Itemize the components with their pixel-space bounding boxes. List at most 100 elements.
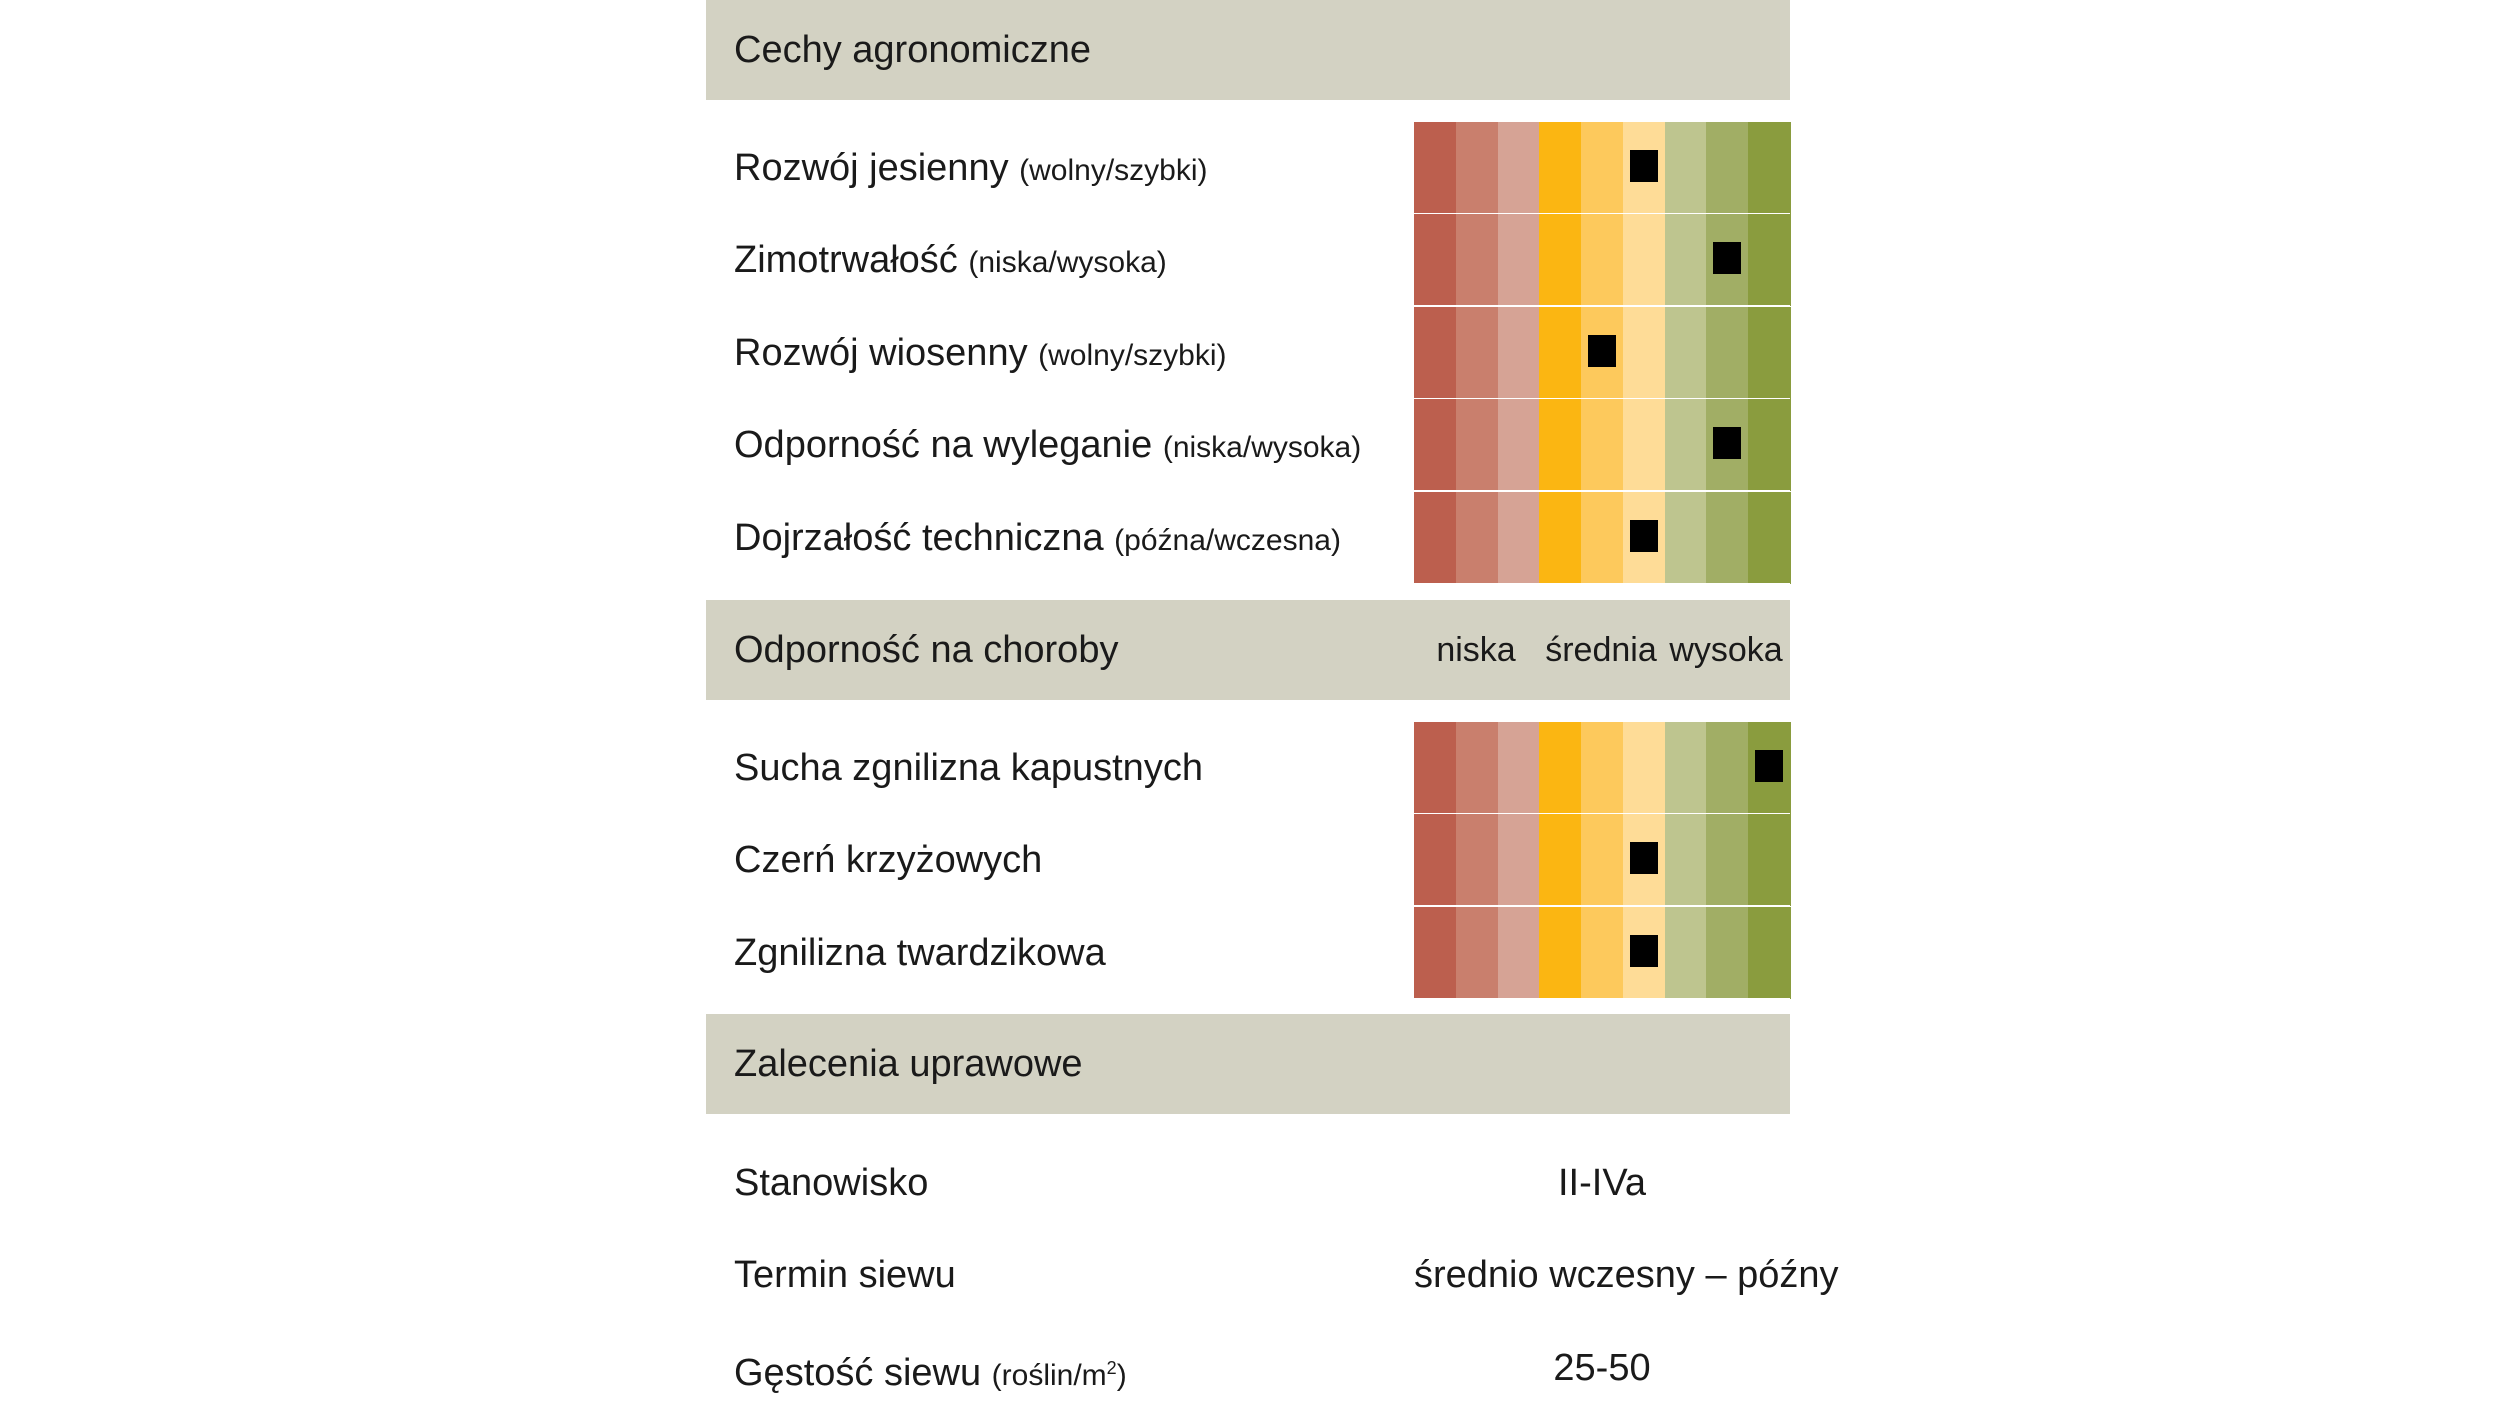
scale-cell-5 [1581, 214, 1624, 306]
section-header-recommendations: Zalecenia uprawowe [706, 1014, 1790, 1114]
rating-scale [1414, 214, 1791, 308]
trait-label-lodging-resistance: Odporność na wyleganie (niska/wysoka) [734, 424, 1362, 466]
recommendation-label-sowing-density: Gęstość siewu (roślin/m2) [734, 1352, 1127, 1394]
scale-cell-3 [1497, 722, 1540, 814]
rating-scale [1414, 814, 1791, 908]
scale-cell-5 [1581, 907, 1624, 999]
row-separator [1414, 905, 1790, 908]
section-title: Odporność na choroby [734, 629, 1119, 671]
scale-cell-4 [1539, 907, 1582, 999]
scale-label-high: wysoka [1669, 631, 1783, 669]
scale-cell-9 [1748, 907, 1791, 999]
score-marker [1588, 335, 1616, 367]
scale-cell-5 [1581, 122, 1624, 214]
section-header-agronomic: Cechy agronomiczne [706, 0, 1790, 100]
scale-cell-2 [1455, 214, 1499, 306]
scale-cell-4 [1539, 492, 1582, 584]
scale-cell-7 [1664, 814, 1708, 906]
scale-cell-2 [1455, 907, 1499, 999]
scale-cell-5 [1581, 722, 1624, 814]
scale-cell-1 [1414, 722, 1457, 814]
rating-scale [1414, 722, 1791, 816]
trait-label-spring-development: Rozwój wiosenny (wolny/szybki) [734, 332, 1227, 374]
recommendation-value-sowing-density: 25-50 [1553, 1347, 1651, 1389]
scale-cell-5 [1581, 814, 1624, 906]
disease-label-alternaria: Czerń krzyżowych [734, 839, 1043, 881]
scale-cell-8 [1706, 722, 1749, 814]
scale-label-low: niska [1436, 631, 1516, 669]
rating-scale [1414, 907, 1791, 1001]
scale-cell-1 [1414, 307, 1457, 399]
scale-cell-7 [1664, 492, 1708, 584]
scale-cell-8 [1706, 307, 1749, 399]
recommendation-value-sowing-date: średnio wczesny – późny [1414, 1254, 1839, 1296]
scale-cell-3 [1497, 214, 1540, 306]
scale-cell-1 [1414, 214, 1457, 306]
scale-cell-3 [1497, 492, 1540, 584]
scale-cell-9 [1748, 307, 1791, 399]
scale-cell-7 [1664, 214, 1708, 306]
section-header-disease: Odporność na choroby niska średnia wysok… [706, 600, 1790, 700]
scale-cell-6 [1622, 214, 1666, 306]
disease-label-sclerotinia: Zgnilizna twardzikowa [734, 932, 1106, 974]
section-title: Zalecenia uprawowe [734, 1043, 1083, 1085]
scale-cell-9 [1748, 492, 1791, 584]
scale-cell-5 [1581, 492, 1624, 584]
scale-cell-1 [1414, 814, 1457, 906]
scale-cell-7 [1664, 722, 1708, 814]
scale-cell-3 [1497, 814, 1540, 906]
scale-cell-3 [1497, 399, 1540, 491]
scale-cell-2 [1455, 722, 1499, 814]
score-marker [1713, 427, 1742, 459]
scale-cell-9 [1748, 122, 1791, 214]
scale-cell-4 [1539, 122, 1582, 214]
score-marker [1755, 750, 1784, 782]
rating-scale [1414, 307, 1791, 401]
scale-cell-4 [1539, 399, 1582, 491]
scale-cell-4 [1539, 814, 1582, 906]
scale-cell-7 [1664, 122, 1708, 214]
scale-cell-1 [1414, 399, 1457, 491]
scale-cell-8 [1706, 814, 1749, 906]
trait-label-winter-hardiness: Zimotrwałość (niska/wysoka) [734, 239, 1167, 281]
row-separator [1414, 305, 1790, 308]
scale-label-mid: średnia [1545, 631, 1657, 669]
score-marker [1629, 842, 1658, 874]
rating-scale [1414, 122, 1791, 216]
scale-cell-3 [1497, 307, 1540, 399]
scale-cell-9 [1748, 814, 1791, 906]
scale-cell-4 [1539, 307, 1582, 399]
scale-cell-8 [1706, 907, 1749, 999]
scale-cell-2 [1455, 814, 1499, 906]
trait-label-autumn-development: Rozwój jesienny (wolny/szybki) [734, 147, 1208, 189]
trait-label-technical-maturity: Dojrzałość techniczna (późna/wczesna) [734, 517, 1341, 559]
scale-cell-4 [1539, 214, 1582, 306]
scale-cell-6 [1622, 307, 1666, 399]
recommendation-label-sowing-date: Termin siewu [734, 1254, 956, 1296]
scale-cell-7 [1664, 307, 1708, 399]
rating-scale [1414, 492, 1791, 586]
scale-cell-7 [1664, 399, 1708, 491]
scale-cell-8 [1706, 122, 1749, 214]
recommendation-value-site: II-IVa [1558, 1162, 1646, 1204]
score-marker [1629, 520, 1658, 552]
section-title: Cechy agronomiczne [734, 29, 1091, 71]
scale-cell-7 [1664, 907, 1708, 999]
scale-cell-4 [1539, 722, 1582, 814]
scale-cell-3 [1497, 907, 1540, 999]
scale-cell-2 [1455, 122, 1499, 214]
scale-cell-6 [1622, 399, 1666, 491]
scale-cell-5 [1581, 399, 1624, 491]
scale-cell-3 [1497, 122, 1540, 214]
scale-cell-1 [1414, 492, 1457, 584]
variety-card: Cechy agronomiczne Rozwój jesienny (woln… [706, 0, 1839, 1408]
scale-cell-9 [1748, 214, 1791, 306]
score-marker [1713, 242, 1742, 274]
scale-cell-1 [1414, 907, 1457, 999]
rating-scale [1414, 399, 1791, 493]
row-separator [1414, 490, 1790, 493]
scale-cell-9 [1748, 399, 1791, 491]
scale-cell-2 [1455, 492, 1499, 584]
row-separator [1414, 998, 1790, 1001]
score-marker [1629, 935, 1658, 967]
